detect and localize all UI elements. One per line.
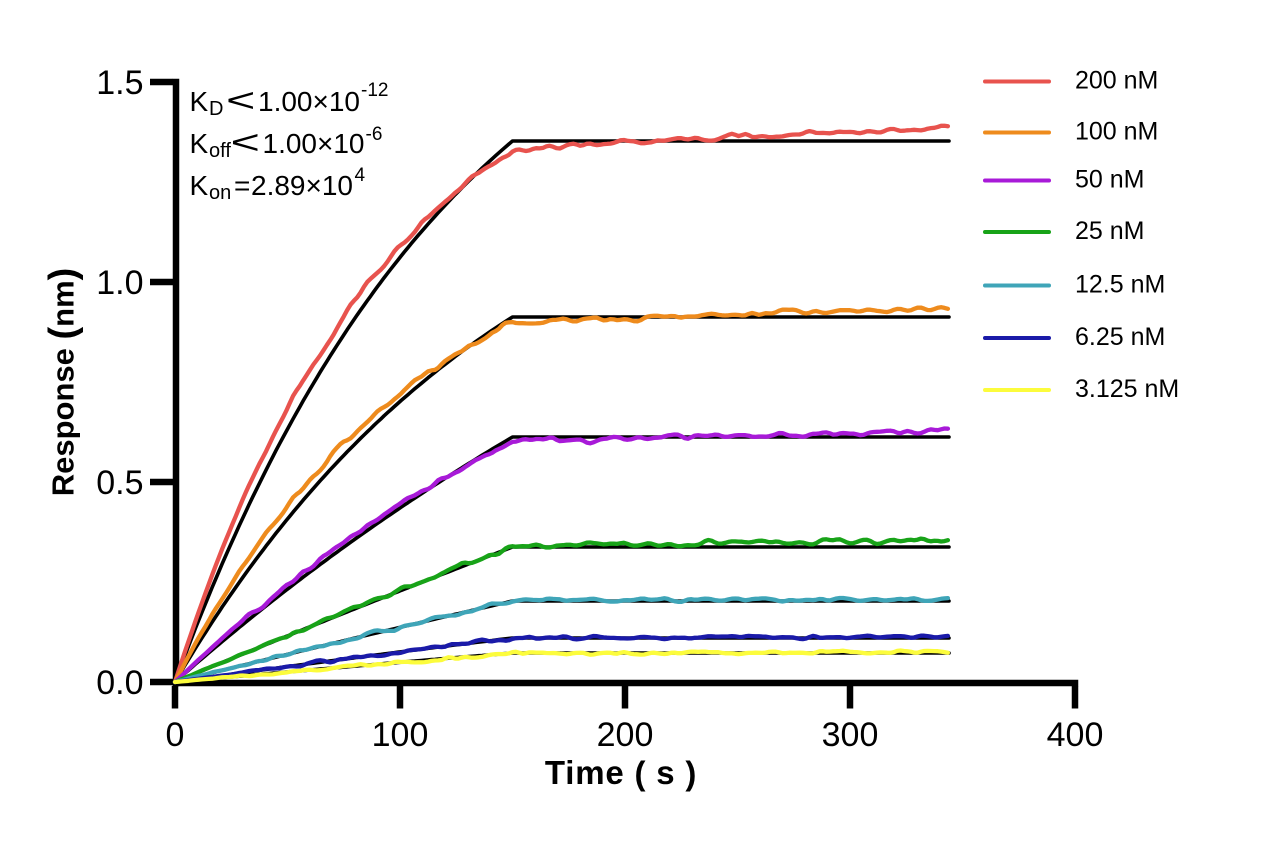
svg-text:on: on — [209, 182, 231, 204]
svg-text:200: 200 — [597, 716, 654, 754]
svg-text:300: 300 — [822, 716, 879, 754]
svg-text:1.5: 1.5 — [96, 64, 143, 102]
svg-text:Time ( s ): Time ( s ) — [545, 754, 697, 792]
svg-text:1.0: 1.0 — [96, 264, 143, 302]
svg-text:K: K — [190, 86, 209, 117]
svg-text:D: D — [209, 98, 223, 120]
svg-text:50 nM: 50 nM — [1075, 165, 1144, 193]
svg-text:Response (nm): Response (nm) — [42, 268, 84, 497]
svg-text:0.0: 0.0 — [96, 664, 143, 702]
svg-text:<: < — [231, 124, 260, 162]
svg-text:-6: -6 — [366, 124, 383, 145]
svg-text:400: 400 — [1047, 716, 1104, 754]
svg-text:100: 100 — [372, 716, 429, 754]
svg-text:200 nM: 200 nM — [1075, 66, 1158, 94]
svg-text:0.5: 0.5 — [96, 464, 143, 502]
svg-text:off: off — [209, 140, 231, 162]
svg-text:-12: -12 — [361, 80, 388, 101]
svg-text:4: 4 — [355, 165, 366, 186]
svg-text:K: K — [190, 170, 209, 201]
svg-text:2.89×10: 2.89×10 — [251, 170, 353, 201]
svg-text:0: 0 — [166, 716, 185, 754]
svg-text:6.25 nM: 6.25 nM — [1075, 323, 1165, 351]
svg-text:K: K — [190, 128, 209, 159]
svg-text:12.5 nM: 12.5 nM — [1075, 270, 1165, 298]
svg-text:1.00×10: 1.00×10 — [258, 86, 360, 117]
svg-text:=: = — [234, 170, 250, 201]
svg-text:25 nM: 25 nM — [1075, 217, 1144, 245]
svg-text:3.125 nM: 3.125 nM — [1075, 375, 1179, 403]
svg-text:100 nM: 100 nM — [1075, 117, 1158, 145]
svg-text:<: < — [226, 82, 255, 120]
svg-text:1.00×10: 1.00×10 — [263, 128, 365, 159]
